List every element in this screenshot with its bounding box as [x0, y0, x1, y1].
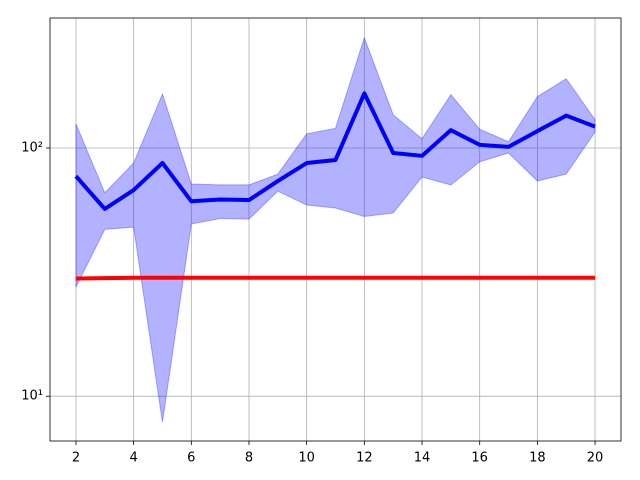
series-line [74, 91, 596, 211]
x-tick-label: 12 [356, 451, 373, 466]
x-tick-label: 4 [129, 451, 137, 466]
x-tick-label: 16 [471, 451, 488, 466]
x-tick-label: 10 [298, 451, 315, 466]
y-tick-label: 10¹ [21, 389, 43, 404]
x-tick-label: 20 [587, 451, 604, 466]
x-tick-label: 14 [414, 451, 431, 466]
plot-layer [50, 18, 621, 441]
x-tick-label: 8 [245, 451, 253, 466]
y-tick-label: 10² [21, 140, 43, 155]
x-tick-label: 18 [529, 451, 546, 466]
series-line [75, 275, 596, 281]
band-area [75, 36, 596, 423]
x-tick-label: 2 [72, 451, 80, 466]
x-tick-label: 6 [187, 451, 195, 466]
axes-frame [49, 17, 622, 442]
